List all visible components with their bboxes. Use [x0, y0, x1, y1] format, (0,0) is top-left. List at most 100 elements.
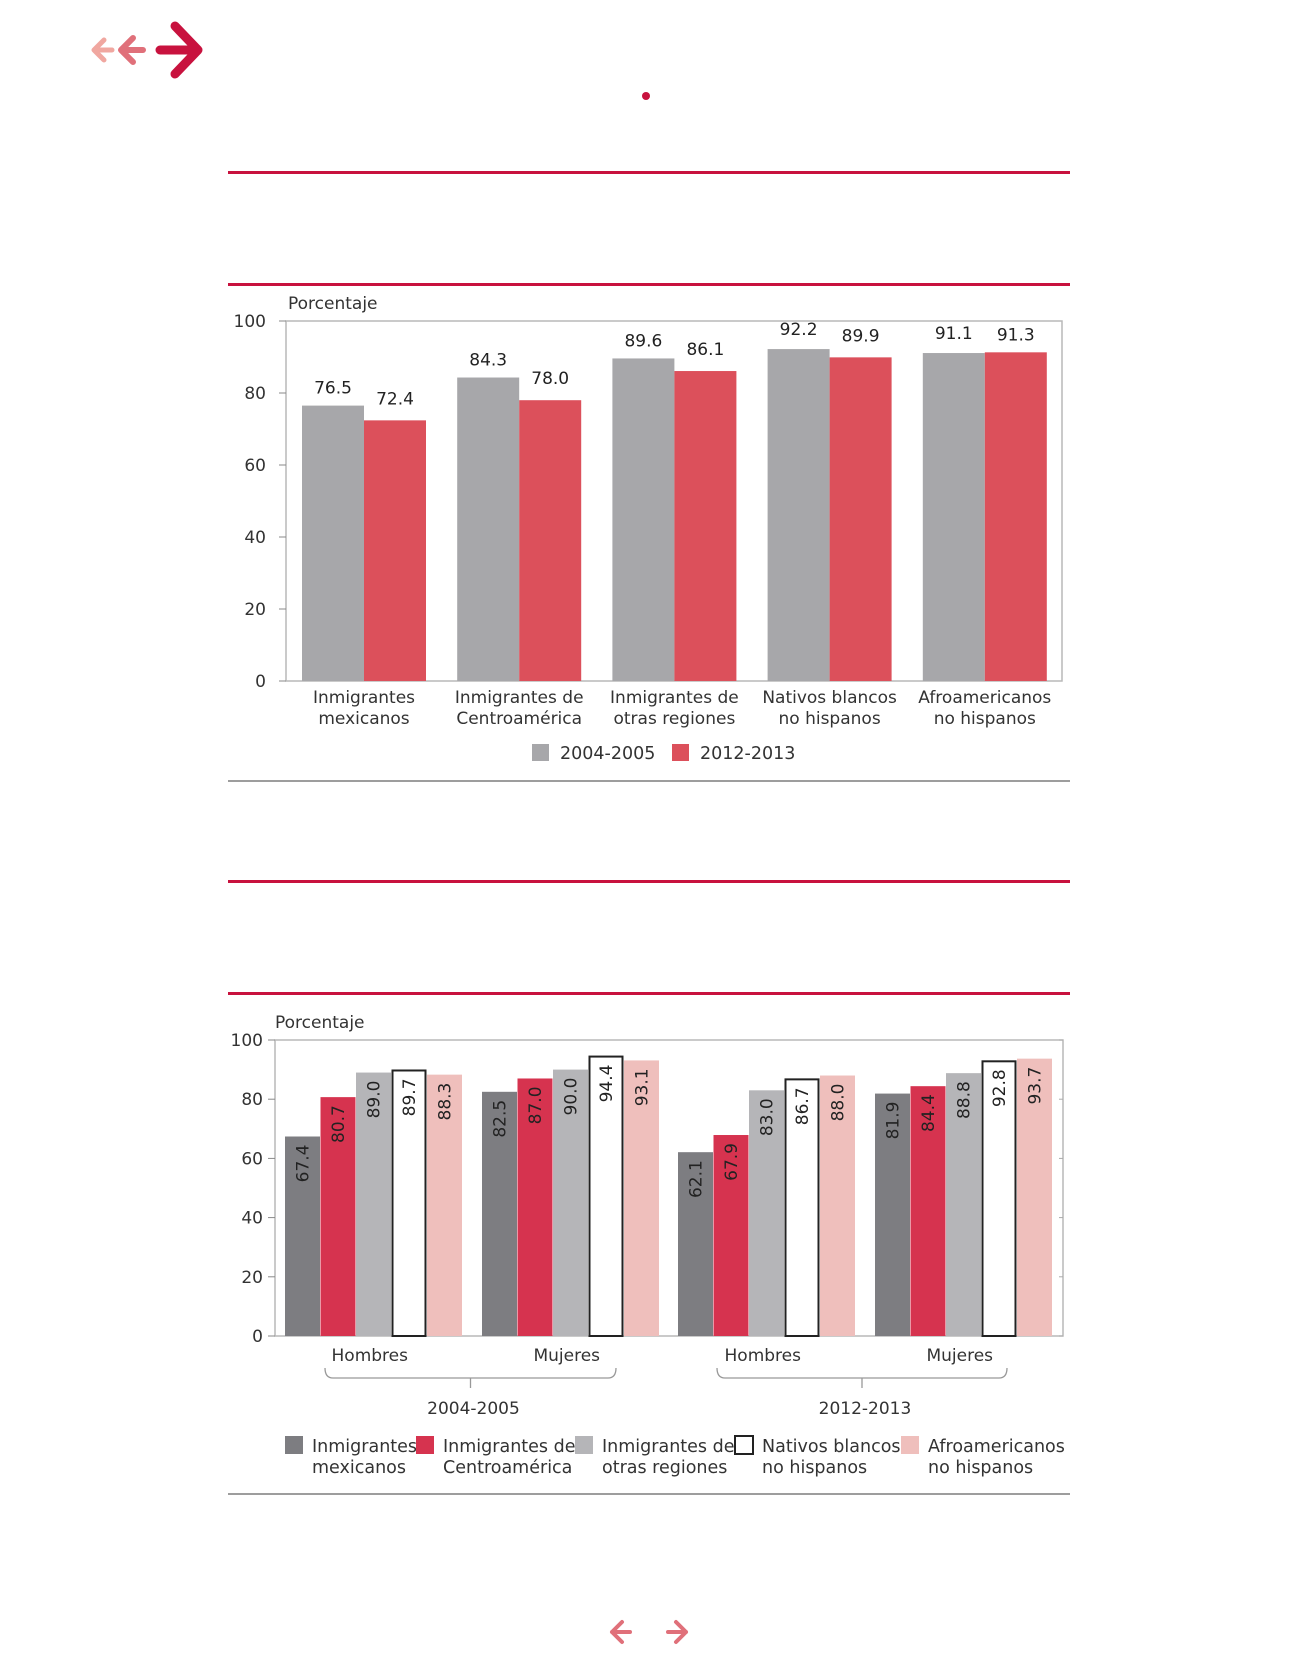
- bar-value-label: 88.3: [436, 1083, 456, 1121]
- legend-swatch: [416, 1436, 434, 1454]
- bar-value-label: 83.0: [758, 1098, 778, 1136]
- bar-value-label: 87.0: [526, 1086, 546, 1124]
- bar-red: [364, 420, 426, 681]
- period-bracket: [324, 1367, 617, 1388]
- bar-series-5: [427, 1074, 462, 1336]
- bar-series-4: [981, 1060, 1017, 1337]
- category-label-line2: otras regiones: [613, 709, 735, 729]
- y-axis-title: Porcentaje: [275, 1013, 365, 1033]
- bar-value-label: 62.1: [687, 1160, 707, 1198]
- category-label-line1: Inmigrantes de: [455, 688, 584, 708]
- bar-value-label: 88.8: [955, 1081, 975, 1119]
- bar-series-2: [910, 1086, 946, 1336]
- bar-series-5: [820, 1075, 855, 1336]
- left-arrow-icon[interactable]: [610, 1620, 632, 1644]
- group-label: Mujeres: [533, 1346, 600, 1366]
- legend-label-line2: no hispanos: [762, 1458, 867, 1478]
- bar-gray: [302, 405, 364, 681]
- legend-swatch: [901, 1436, 919, 1454]
- category-label-line1: Afroamericanos: [918, 688, 1051, 708]
- legend-label-line1: Inmigrantes de: [602, 1437, 734, 1457]
- bar-value-label: 78.0: [531, 369, 569, 389]
- legend-swatch: [672, 744, 689, 761]
- bar-red: [674, 371, 737, 681]
- bar-series-1: [285, 1136, 320, 1336]
- category-label-line1: Nativos blancos: [762, 688, 897, 708]
- category-label-line2: Centroamérica: [456, 709, 582, 729]
- bar-value-label: 67.9: [722, 1143, 742, 1181]
- category-label-line2: mexicanos: [318, 709, 409, 729]
- bar-value-label: 88.0: [829, 1084, 849, 1122]
- legend-label-line2: no hispanos: [928, 1458, 1033, 1478]
- figure-1-chart-top-rule: [228, 283, 1070, 286]
- bar-series-4: [588, 1055, 624, 1338]
- group-label: Mujeres: [926, 1346, 993, 1366]
- category-label-line1: Inmigrantes: [313, 688, 415, 708]
- bar-value-label: 72.4: [376, 389, 414, 409]
- category-label-line2: no hispanos: [934, 709, 1036, 729]
- bar-series-1: [678, 1152, 713, 1336]
- y-tick-label: 80: [244, 384, 266, 404]
- bar-gray: [767, 349, 830, 681]
- bar-value-label: 93.7: [1026, 1067, 1046, 1105]
- bar-value-label: 91.3: [997, 325, 1035, 345]
- bar-gray: [457, 377, 520, 681]
- period-label: 2004-2005: [427, 1399, 520, 1419]
- chart-1: Porcentaje 0 20 40 60 80 100 76.5 72.4 Inmigrante…: [234, 294, 1063, 764]
- figure-2-bottom-rule: [228, 1493, 1070, 1495]
- bar-value-label: 92.2: [780, 320, 818, 340]
- bar-series-3: [749, 1090, 784, 1336]
- bar-gray: [922, 353, 985, 681]
- bar-value-label: 89.6: [624, 331, 662, 351]
- bar-value-label: 91.1: [935, 324, 973, 344]
- bar-series-2: [713, 1135, 749, 1336]
- right-arrow-icon[interactable]: [155, 21, 203, 79]
- bar-value-label: 89.0: [365, 1081, 385, 1119]
- figure-2-top-rule: [228, 880, 1070, 883]
- bar-red: [829, 357, 892, 681]
- legend-label-line1: Nativos blancos: [762, 1437, 901, 1457]
- bar-value-label: 89.7: [400, 1078, 420, 1116]
- y-tick-label: 0: [255, 672, 266, 692]
- figure-2-chart-top-rule: [228, 992, 1070, 995]
- figure-1-top-rule: [228, 171, 1070, 174]
- y-tick-label: 60: [241, 1149, 263, 1169]
- period-bracket: [716, 1367, 1008, 1388]
- bar-series-1: [482, 1091, 517, 1336]
- right-arrow-icon[interactable]: [666, 1620, 688, 1644]
- bar-series-2: [517, 1078, 553, 1336]
- y-tick-label: 20: [244, 600, 266, 620]
- plot-frame: [274, 1039, 1064, 1337]
- legend-label: 2004-2005: [560, 744, 655, 764]
- decorative-dot: [642, 92, 650, 100]
- legend-swatch: [532, 744, 549, 761]
- category-label-line2: no hispanos: [779, 709, 881, 729]
- legend-label-line1: Inmigrantes: [312, 1437, 417, 1457]
- bar-value-label: 92.8: [990, 1069, 1010, 1107]
- bar-value-label: 67.4: [294, 1144, 314, 1182]
- bar-value-label: 76.5: [314, 379, 352, 399]
- legend-label-line2: otras regiones: [602, 1458, 727, 1478]
- bar-series-3: [356, 1072, 391, 1336]
- bar-series-4: [784, 1078, 820, 1338]
- bar-value-label: 84.4: [919, 1094, 939, 1132]
- figure-1-bottom-rule: [228, 780, 1070, 782]
- bar-red: [984, 352, 1047, 681]
- bar-series-2: [320, 1097, 356, 1336]
- bar-series-3: [946, 1073, 981, 1336]
- y-tick-label: 80: [241, 1090, 263, 1110]
- bar-red: [519, 400, 582, 681]
- y-tick-label: 100: [234, 312, 266, 332]
- group-label: Hombres: [725, 1346, 802, 1366]
- bar-value-label: 80.7: [329, 1105, 349, 1143]
- page-navigation: [610, 1620, 688, 1644]
- bar-value-label: 82.5: [491, 1100, 511, 1138]
- bar-value-label: 89.9: [842, 326, 880, 346]
- y-tick-label: 40: [241, 1209, 263, 1229]
- y-tick-label: 40: [244, 528, 266, 548]
- y-tick-label: 20: [241, 1268, 263, 1288]
- legend-swatch: [285, 1436, 303, 1454]
- bar-value-label: 84.3: [469, 351, 507, 371]
- double-left-arrow-icon[interactable]: [91, 35, 146, 65]
